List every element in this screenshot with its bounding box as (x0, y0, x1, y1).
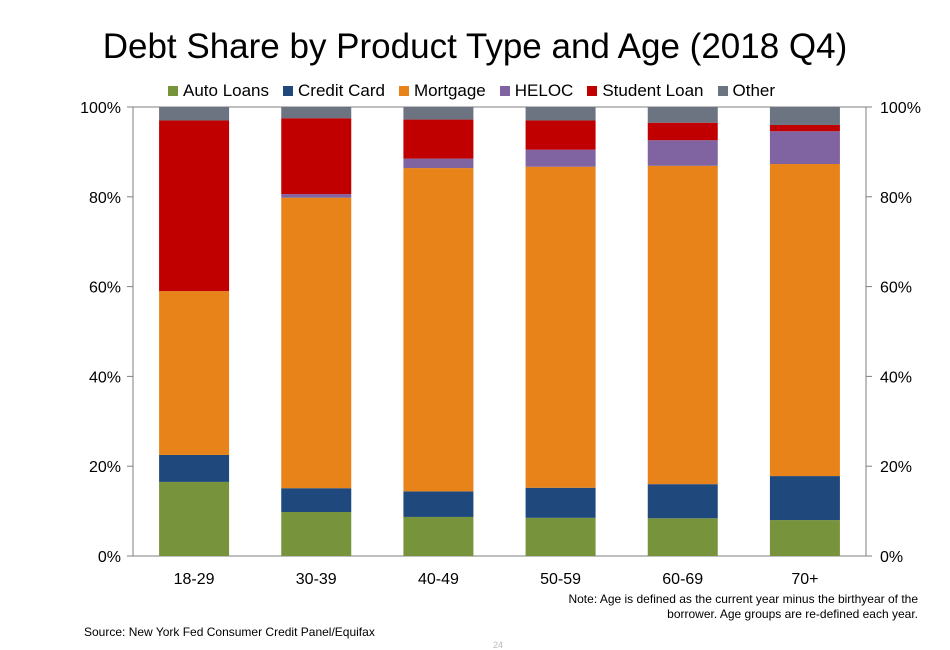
legend-swatch (168, 86, 178, 96)
bar-segment-heloc (403, 158, 474, 169)
bar-segment-auto-loans (525, 517, 596, 556)
bar-segment-mortgage (769, 164, 840, 477)
x-tick-label: 18-29 (174, 571, 215, 588)
bar-segment-other (281, 107, 352, 119)
bar-segment-other (769, 107, 840, 125)
y-tick-label-left: 0% (98, 549, 121, 566)
legend-label: Credit Card (298, 81, 385, 100)
bar-segment-credit-card (281, 488, 352, 512)
y-tick-label-right: 0% (880, 549, 903, 566)
chart-legend: Auto Loans Credit Card Mortgage HELOC St… (168, 80, 775, 102)
legend-swatch (283, 86, 294, 96)
bar-segment-auto-loans (281, 511, 352, 556)
bar-segment-credit-card (647, 484, 718, 519)
legend-item-other: Other (717, 81, 776, 101)
legend-item-heloc: HELOC (499, 81, 574, 101)
legend-label: Mortgage (413, 81, 486, 100)
y-tick-label-left: 20% (89, 459, 121, 476)
plot-area-border (132, 106, 867, 557)
bar-segment-student-loan (159, 120, 230, 292)
footnote: Note: Age is defined as the current year… (568, 592, 918, 622)
bar-segment-other (525, 107, 596, 121)
legend-item-auto-loans: Auto Loans (168, 81, 269, 101)
bar-segment-other (159, 107, 230, 121)
bar-segment-other (647, 107, 718, 123)
bar-segment-heloc (769, 131, 840, 165)
bar-segment-auto-loans (769, 520, 840, 556)
legend-label: Auto Loans (183, 81, 270, 100)
y-tick-label-left: 60% (89, 280, 121, 297)
chart-title: Debt Share by Product Type and Age (2018… (102, 27, 848, 66)
page-number: 24 (493, 640, 504, 650)
y-tick-label-right: 40% (880, 369, 912, 386)
source-text: Source: New York Fed Consumer Credit Pan… (84, 625, 375, 639)
legend-swatch (398, 86, 409, 96)
legend-item-student-loan: Student Loan (587, 81, 704, 101)
bar-segment-mortgage (281, 197, 352, 489)
y-tick-label-right: 100% (880, 100, 921, 117)
bar-segment-credit-card (525, 487, 596, 518)
legend-label: HELOC (514, 81, 574, 100)
bar-segment-student-loan (403, 119, 474, 159)
y-tick-label-left: 100% (80, 100, 121, 117)
x-tick-label: 30-39 (296, 571, 337, 588)
x-tick-label: 40-49 (418, 571, 459, 588)
legend-label: Student Loan (602, 81, 704, 100)
bar-segment-credit-card (159, 454, 230, 482)
bar-segment-mortgage (159, 291, 230, 455)
y-tick-label-right: 80% (880, 190, 912, 207)
x-tick-label: 60-69 (662, 571, 703, 588)
y-tick-label-right: 60% (880, 280, 912, 297)
bar-segment-student-loan (647, 122, 718, 141)
x-tick-label: 70+ (791, 571, 818, 588)
bar-segment-auto-loans (403, 516, 474, 556)
bar-segment-mortgage (403, 168, 474, 492)
y-tick-label-left: 80% (89, 190, 121, 207)
bar-segment-credit-card (769, 476, 840, 521)
bar-segment-other (403, 107, 474, 120)
legend-swatch (717, 86, 728, 96)
bar-segment-credit-card (403, 491, 474, 517)
footnote-line-1: Note: Age is defined as the current year… (568, 592, 918, 606)
bar-segment-mortgage (647, 165, 718, 485)
legend-item-credit-card: Credit Card (283, 81, 385, 101)
x-tick-label: 50-59 (540, 571, 581, 588)
bar-segment-heloc (647, 140, 718, 166)
bar-segment-student-loan (525, 120, 596, 150)
y-tick-label-left: 40% (89, 369, 121, 386)
legend-label: Other (732, 81, 776, 100)
legend-item-mortgage: Mortgage (398, 81, 486, 101)
bar-segment-student-loan (769, 124, 840, 132)
legend-swatch (587, 86, 598, 96)
bar-segment-student-loan (281, 118, 352, 195)
bar-segment-heloc (525, 149, 596, 167)
bar-segment-heloc (281, 194, 352, 198)
bar-segment-mortgage (525, 166, 596, 488)
y-tick-label-right: 20% (880, 459, 912, 476)
bar-segment-auto-loans (159, 481, 230, 556)
footnote-line-2: borrower. Age groups are re-defined each… (667, 607, 918, 621)
bar-segment-auto-loans (647, 518, 718, 556)
legend-swatch (499, 86, 510, 96)
